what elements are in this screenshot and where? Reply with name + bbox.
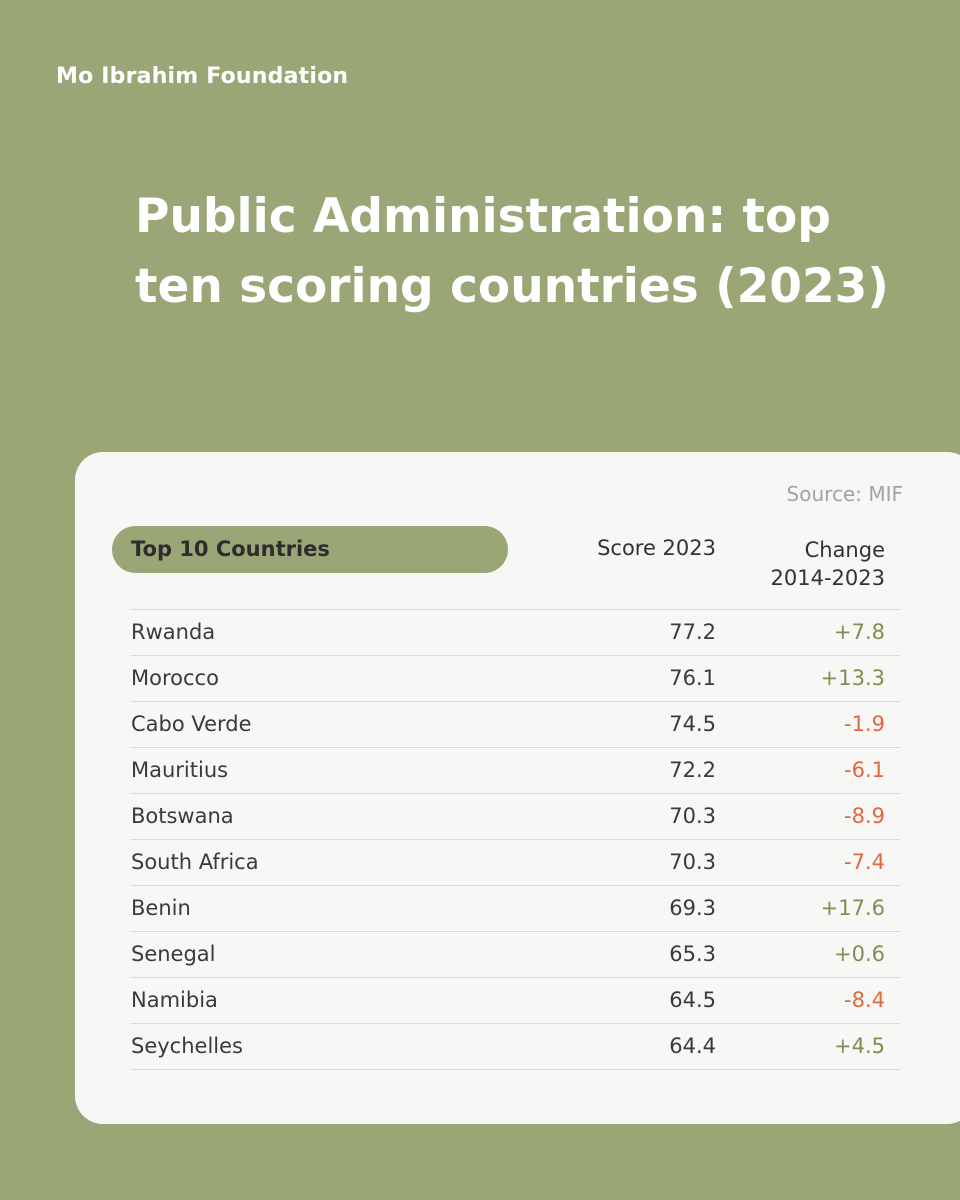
- table-row: Morocco 76.1 +13.3: [131, 656, 900, 702]
- table-row: South Africa 70.3 -7.4: [131, 840, 900, 886]
- table-row: Rwanda 77.2 +7.8: [131, 610, 900, 656]
- country-cell: Benin: [131, 896, 191, 920]
- score-cell: 77.2: [669, 620, 716, 644]
- change-cell: -8.9: [844, 804, 885, 828]
- score-cell: 64.5: [669, 988, 716, 1012]
- country-cell: Rwanda: [131, 620, 216, 644]
- change-cell: +7.8: [834, 620, 885, 644]
- column-header-change-line-1: Change: [804, 538, 885, 562]
- table-card: Source: MIF Top 10 Countries Score 2023 …: [75, 452, 960, 1124]
- brand-name: Mo Ibrahim Foundation: [56, 64, 349, 89]
- change-cell: +4.5: [834, 1034, 885, 1058]
- table-row: Cabo Verde 74.5 -1.9: [131, 702, 900, 748]
- country-cell: Cabo Verde: [131, 712, 252, 736]
- table-row: Namibia 64.5 -8.4: [131, 978, 900, 1024]
- country-cell: Senegal: [131, 942, 216, 966]
- change-cell: +17.6: [820, 896, 885, 920]
- table-row: Mauritius 72.2 -6.1: [131, 748, 900, 794]
- change-cell: -8.4: [844, 988, 885, 1012]
- column-header-change-line-2: 2014-2023: [770, 566, 885, 590]
- score-cell: 65.3: [669, 942, 716, 966]
- score-cell: 74.5: [669, 712, 716, 736]
- score-cell: 76.1: [669, 666, 716, 690]
- source-label: Source: MIF: [786, 482, 903, 506]
- table-row: Botswana 70.3 -8.9: [131, 794, 900, 840]
- change-cell: -7.4: [844, 850, 885, 874]
- country-cell: Namibia: [131, 988, 218, 1012]
- country-cell: South Africa: [131, 850, 259, 874]
- column-header-change: Change 2014-2023: [771, 536, 885, 592]
- score-cell: 70.3: [669, 804, 716, 828]
- country-cell: Seychelles: [131, 1034, 243, 1058]
- title-line-1: Public Administration: top: [135, 189, 831, 244]
- country-cell: Morocco: [131, 666, 219, 690]
- country-cell: Mauritius: [131, 758, 229, 782]
- title-line-2: ten scoring countries (2023): [135, 259, 889, 314]
- score-cell: 69.3: [669, 896, 716, 920]
- table-row: Benin 69.3 +17.6: [131, 886, 900, 932]
- column-header-score: Score 2023: [597, 536, 716, 560]
- score-cell: 64.4: [669, 1034, 716, 1058]
- page-title: Public Administration: top ten scoring c…: [135, 182, 925, 322]
- table-row: Seychelles 64.4 +4.5: [131, 1024, 900, 1070]
- change-cell: -6.1: [844, 758, 885, 782]
- country-cell: Botswana: [131, 804, 234, 828]
- table-row: Senegal 65.3 +0.6: [131, 932, 900, 978]
- ranking-table: Rwanda 77.2 +7.8 Morocco 76.1 +13.3 Cabo…: [131, 609, 900, 1070]
- column-header-countries: Top 10 Countries: [112, 526, 508, 573]
- change-cell: -1.9: [844, 712, 885, 736]
- score-cell: 70.3: [669, 850, 716, 874]
- change-cell: +13.3: [820, 666, 885, 690]
- score-cell: 72.2: [669, 758, 716, 782]
- change-cell: +0.6: [834, 942, 885, 966]
